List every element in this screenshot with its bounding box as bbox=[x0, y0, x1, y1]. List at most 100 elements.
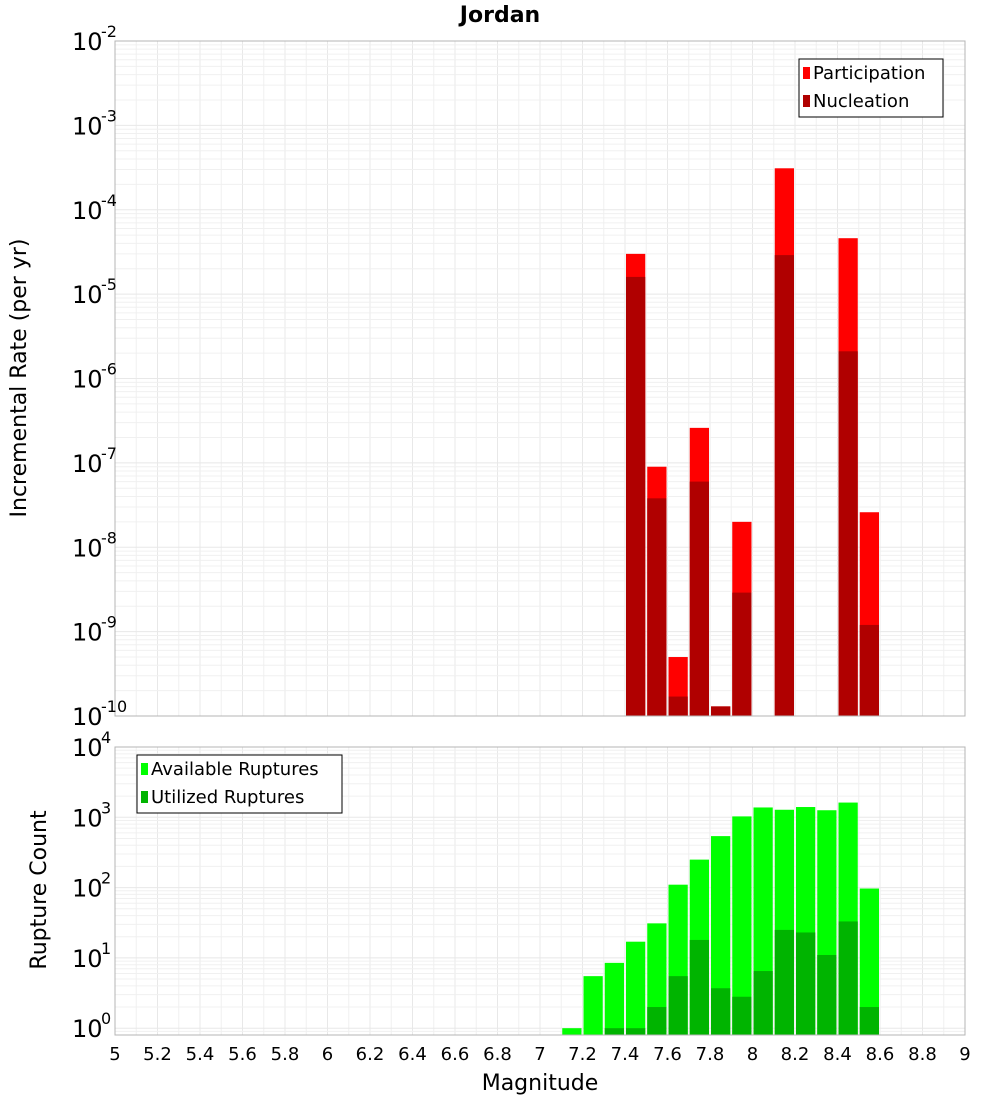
x-tick-label: 9 bbox=[959, 1044, 970, 1065]
bar-utilized-ruptures bbox=[711, 988, 731, 1035]
bar-utilized-ruptures bbox=[689, 939, 709, 1035]
bar-nucleation bbox=[859, 624, 879, 716]
x-tick-label: 8 bbox=[747, 1044, 758, 1065]
x-tick-label: 6.4 bbox=[398, 1044, 427, 1065]
y-tick-exponent: -10 bbox=[101, 697, 127, 716]
x-tick-label: 6 bbox=[322, 1044, 333, 1065]
legend-swatch bbox=[803, 95, 810, 107]
x-tick-label: 8.8 bbox=[908, 1044, 937, 1065]
legend-box bbox=[136, 754, 343, 814]
y-tick-exponent: -5 bbox=[101, 275, 117, 294]
bar-utilized-ruptures bbox=[668, 976, 688, 1035]
bar-utilized-ruptures bbox=[774, 929, 794, 1035]
y-tick-label: 10 bbox=[72, 197, 103, 225]
plot-area-border bbox=[114, 40, 966, 717]
y-tick-exponent: 2 bbox=[101, 869, 111, 888]
y-tick-exponent: -9 bbox=[101, 613, 117, 632]
x-tick-labels: 5 5.2 5.4 5.6 5.8 6 6.2 6.4 6.6 6.8 7 7.2 7.4 7.6 7.8 8… bbox=[109, 1044, 970, 1065]
legend-label: Participation bbox=[813, 63, 925, 84]
bar-utilized-ruptures bbox=[626, 1028, 646, 1035]
y-tick-label: 10 bbox=[72, 1015, 103, 1043]
y-tick-label: 10 bbox=[72, 945, 103, 973]
x-tick-label: 5.6 bbox=[228, 1044, 257, 1065]
bar-utilized-ruptures bbox=[838, 921, 858, 1035]
y-tick-exponent: -6 bbox=[101, 360, 117, 379]
x-tick-label: 6.8 bbox=[483, 1044, 512, 1065]
legend-box bbox=[798, 58, 944, 118]
bar-available-ruptures bbox=[583, 976, 603, 1035]
bar-nucleation bbox=[689, 481, 709, 716]
y-tick-label: 10 bbox=[72, 734, 103, 762]
bar-utilized-ruptures bbox=[732, 996, 752, 1035]
y-tick-label: 10 bbox=[72, 534, 103, 562]
bar-utilized-ruptures bbox=[817, 954, 837, 1035]
y-tick-label: 10 bbox=[72, 450, 103, 478]
bar-utilized-ruptures bbox=[604, 1028, 624, 1035]
y-tick-exponent: -3 bbox=[101, 106, 117, 125]
y-tick-exponent: -2 bbox=[101, 22, 117, 41]
bar-nucleation bbox=[732, 592, 752, 716]
bar-utilized-ruptures bbox=[753, 971, 773, 1035]
x-tick-label: 5.8 bbox=[271, 1044, 300, 1065]
y-tick-exponent: -7 bbox=[101, 444, 117, 463]
bar-nucleation bbox=[668, 696, 688, 716]
legend: Participation Nucleation bbox=[798, 58, 944, 118]
y-tick-label: 10 bbox=[72, 281, 103, 309]
x-tick-label: 7.8 bbox=[696, 1044, 725, 1065]
x-tick-label: 7.4 bbox=[611, 1044, 640, 1065]
y-tick-exponent: 1 bbox=[101, 939, 111, 958]
x-tick-label: 8.4 bbox=[823, 1044, 852, 1065]
y-tick-label: 10 bbox=[72, 619, 103, 647]
x-tick-label: 5.4 bbox=[186, 1044, 215, 1065]
y-axis-label-top: Incremental Rate (per yr) bbox=[7, 239, 32, 518]
chart-title: Jordan bbox=[458, 3, 540, 28]
legend-swatch bbox=[141, 763, 148, 775]
y-tick-exponent: 4 bbox=[101, 728, 111, 747]
legend-swatch bbox=[803, 67, 810, 79]
y-tick-exponent: 3 bbox=[101, 798, 111, 817]
bar-available-ruptures bbox=[626, 941, 646, 1035]
bar-nucleation bbox=[838, 351, 858, 716]
x-axis-label: Magnitude bbox=[482, 1071, 599, 1096]
plot-area-border bbox=[114, 746, 966, 1036]
bars bbox=[626, 168, 879, 716]
top-panel: 10-1010-910-810-710-610-510-410-310-2Par… bbox=[72, 22, 966, 731]
bar-nucleation bbox=[647, 498, 667, 716]
legend-label: Utilized Ruptures bbox=[151, 787, 304, 808]
bar-nucleation bbox=[626, 276, 646, 716]
y-axis-label-bottom: Rupture Count bbox=[27, 810, 52, 970]
bar-available-ruptures bbox=[859, 888, 879, 1035]
x-tick-label: 5.2 bbox=[143, 1044, 172, 1065]
bar-available-ruptures bbox=[732, 816, 752, 1035]
x-tick-label: 7.6 bbox=[653, 1044, 682, 1065]
bar-nucleation bbox=[774, 255, 794, 716]
legend-label: Available Ruptures bbox=[151, 759, 319, 780]
x-tick-label: 7.2 bbox=[568, 1044, 597, 1065]
legend: Available Ruptures Utilized Ruptures bbox=[136, 754, 343, 814]
bar-nucleation bbox=[711, 706, 731, 716]
legend-swatch bbox=[141, 791, 148, 803]
bar-available-ruptures bbox=[562, 1028, 582, 1035]
y-tick-label: 10 bbox=[72, 112, 103, 140]
y-tick-label: 10 bbox=[72, 28, 103, 56]
x-tick-label: 8.6 bbox=[866, 1044, 895, 1065]
y-tick-label: 10 bbox=[72, 804, 103, 832]
legend-label: Nucleation bbox=[813, 91, 909, 112]
y-tick-label: 10 bbox=[72, 703, 103, 731]
x-tick-label: 6.2 bbox=[356, 1044, 385, 1065]
bar-available-ruptures bbox=[711, 836, 731, 1035]
y-tick-label: 10 bbox=[72, 366, 103, 394]
bar-available-ruptures bbox=[604, 962, 624, 1035]
y-tick-exponent: 0 bbox=[101, 1009, 111, 1028]
bar-utilized-ruptures bbox=[859, 1007, 879, 1035]
x-tick-label: 6.6 bbox=[441, 1044, 470, 1065]
y-tick-label: 10 bbox=[72, 875, 103, 903]
bar-utilized-ruptures bbox=[796, 932, 816, 1035]
grid bbox=[114, 41, 966, 717]
bar-utilized-ruptures bbox=[647, 1007, 667, 1035]
y-tick-exponent: -8 bbox=[101, 528, 117, 547]
